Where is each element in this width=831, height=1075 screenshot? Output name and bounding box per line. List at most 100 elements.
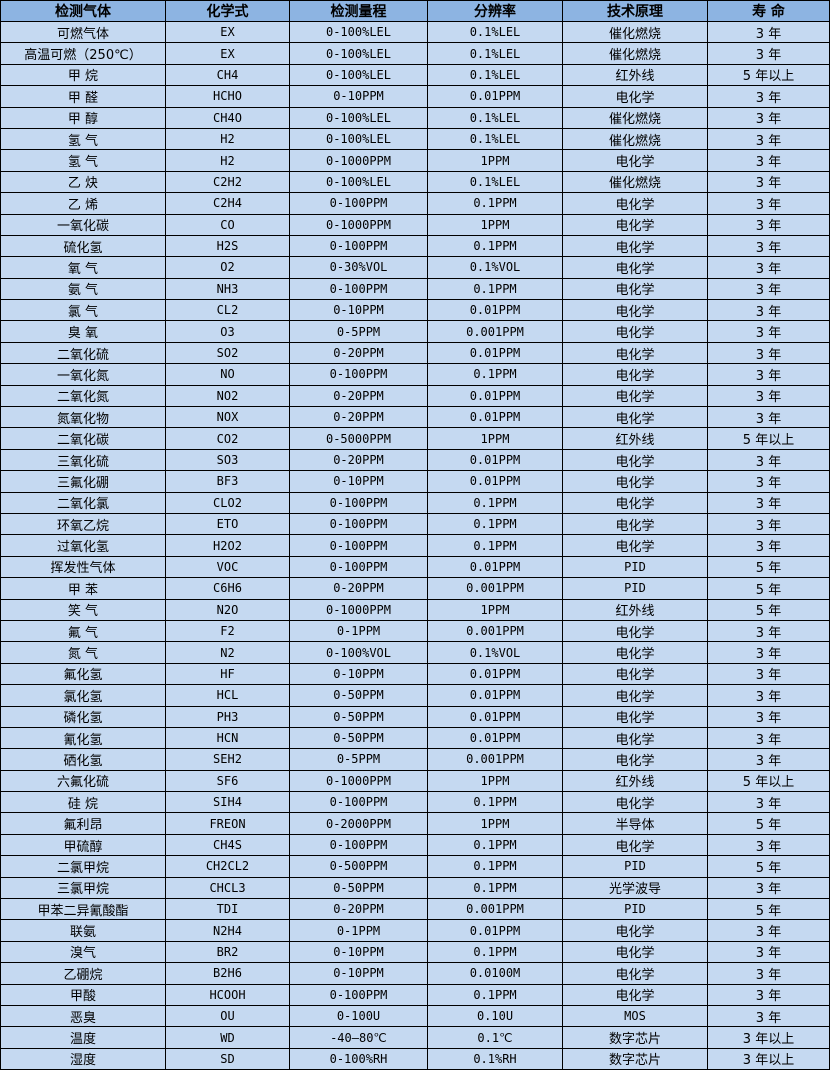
table-row: 氟 气 F2 0-1PPM 0.001PPM 电化学 3 年 bbox=[0, 619, 830, 643]
cell-formula: TDI bbox=[165, 898, 290, 921]
cell-formula: O3 bbox=[165, 320, 290, 343]
header-row: 检测气体 化学式 检测量程 分辨率 技术原理寿 命 bbox=[0, 0, 830, 22]
cell-resolution: 1PPM bbox=[427, 769, 563, 793]
cell-principle: 催化燃烧 bbox=[562, 42, 708, 65]
cell-principle: 电化学 bbox=[562, 256, 708, 279]
cell-lifetime: 5 年 bbox=[707, 598, 830, 621]
cell-lifetime: 5 年 bbox=[707, 812, 830, 835]
cell-principle: 电化学 bbox=[562, 833, 708, 857]
cell-formula: WD bbox=[165, 1026, 290, 1049]
cell-resolution: 0.1PPM bbox=[427, 491, 563, 514]
cell-formula: CHCL3 bbox=[165, 876, 290, 900]
cell-formula: VOC bbox=[165, 555, 290, 579]
cell-range: 0-50PPM bbox=[289, 876, 428, 900]
cell-formula: H2 bbox=[165, 149, 290, 172]
cell-resolution: 0.1PPM bbox=[427, 876, 563, 900]
cell-formula: N2H4 bbox=[165, 919, 290, 942]
cell-resolution: 0.01PPM bbox=[427, 705, 563, 728]
cell-lifetime: 3 年 bbox=[707, 962, 830, 985]
cell-formula: CH4O bbox=[165, 106, 290, 129]
cell-range: 0-50PPM bbox=[289, 726, 428, 750]
cell-principle: 电化学 bbox=[562, 149, 708, 172]
table-row: 乙硼烷 B2H6 0-10PPM 0.0100M 电化学 3 年 bbox=[0, 962, 830, 985]
cell-principle: 电化学 bbox=[562, 705, 708, 728]
cell-formula: C2H4 bbox=[165, 192, 290, 215]
cell-formula: H2 bbox=[165, 127, 290, 151]
cell-range: 0-10PPM bbox=[289, 962, 428, 985]
cell-resolution: 1PPM bbox=[427, 598, 563, 621]
cell-principle: 电化学 bbox=[562, 320, 708, 343]
cell-resolution: 0.01PPM bbox=[427, 555, 563, 579]
cell-principle: PID bbox=[562, 898, 708, 921]
cell-principle: 电化学 bbox=[562, 406, 708, 429]
cell-range: 0-20PPM bbox=[289, 448, 428, 472]
cell-formula: N2 bbox=[165, 641, 290, 664]
cell-principle: 红外线 bbox=[562, 427, 708, 450]
cell-lifetime: 5 年以上 bbox=[707, 63, 830, 87]
cell-range: 0-20PPM bbox=[289, 577, 428, 600]
table-row: 甲 醛 HCHO 0-10PPM 0.01PPM 电化学 3 年 bbox=[0, 85, 830, 108]
cell-resolution: 0.1PPM bbox=[427, 363, 563, 386]
header-gas-name: 检测气体 bbox=[0, 0, 166, 22]
cell-resolution: 0.1%LEL bbox=[427, 106, 563, 129]
cell-gas-name: 笑 气 bbox=[0, 598, 166, 621]
cell-range: 0-100PPM bbox=[289, 534, 428, 557]
cell-principle: 红外线 bbox=[562, 63, 708, 87]
cell-formula: B2H6 bbox=[165, 962, 290, 985]
cell-principle: 半导体 bbox=[562, 812, 708, 835]
table-row: 臭 氧 O3 0-5PPM 0.001PPM 电化学 3 年 bbox=[0, 320, 830, 343]
cell-formula: OU bbox=[165, 1004, 290, 1028]
cell-gas-name: 氯化氢 bbox=[0, 684, 166, 707]
cell-gas-name: 溴气 bbox=[0, 940, 166, 964]
cell-resolution: 0.01PPM bbox=[427, 726, 563, 750]
cell-lifetime: 3 年 bbox=[707, 299, 830, 322]
cell-principle: PID bbox=[562, 577, 708, 600]
table-row: 氨 气 NH3 0-100PPM 0.1PPM 电化学 3 年 bbox=[0, 277, 830, 301]
cell-lifetime: 3 年 bbox=[707, 341, 830, 365]
table-row: 甲硫醇 CH4S 0-100PPM 0.1PPM 电化学 3 年 bbox=[0, 833, 830, 857]
table-row: 六氟化硫 SF6 0-1000PPM 1PPM 红外线 5 年以上 bbox=[0, 769, 830, 793]
cell-resolution: 0.1PPM bbox=[427, 234, 563, 258]
table-row: 溴气 BR2 0-10PPM 0.1PPM 电化学 3 年 bbox=[0, 940, 830, 964]
cell-principle: 光学波导 bbox=[562, 876, 708, 900]
cell-range: 0-2000PPM bbox=[289, 812, 428, 835]
cell-gas-name: 环氧乙烷 bbox=[0, 512, 166, 536]
cell-gas-name: 乙硼烷 bbox=[0, 962, 166, 985]
cell-resolution: 0.1PPM bbox=[427, 983, 563, 1006]
cell-resolution: 0.001PPM bbox=[427, 320, 563, 343]
cell-range: 0-20PPM bbox=[289, 406, 428, 429]
cell-gas-name: 三氟化硼 bbox=[0, 470, 166, 493]
table-row: 挥发性气体 VOC 0-100PPM 0.01PPM PID 5 年 bbox=[0, 555, 830, 579]
cell-resolution: 0.1PPM bbox=[427, 855, 563, 878]
cell-formula: FREON bbox=[165, 812, 290, 835]
table-row: 氧 气 O2 0-30%VOL 0.1%VOL 电化学 3 年 bbox=[0, 256, 830, 279]
cell-principle: MOS bbox=[562, 1004, 708, 1028]
cell-lifetime: 3 年 bbox=[707, 726, 830, 750]
table-row: 甲 苯 C6H6 0-20PPM 0.001PPM PID 5 年 bbox=[0, 577, 830, 600]
cell-lifetime: 3 年 bbox=[707, 20, 830, 44]
cell-range: 0-10PPM bbox=[289, 662, 428, 686]
cell-lifetime: 5 年以上 bbox=[707, 427, 830, 450]
cell-lifetime: 3 年 bbox=[707, 662, 830, 686]
cell-formula: HCHO bbox=[165, 85, 290, 108]
table-row: 一氧化碳 CO 0-1000PPM 1PPM 电化学 3 年 bbox=[0, 213, 830, 236]
cell-formula: CL2 bbox=[165, 299, 290, 322]
table-row: 氮氧化物 NOX 0-20PPM 0.01PPM 电化学 3 年 bbox=[0, 406, 830, 429]
cell-resolution: 0.01PPM bbox=[427, 470, 563, 493]
cell-formula: EX bbox=[165, 42, 290, 65]
table-row: 甲酸 HCOOH 0-100PPM 0.1PPM 电化学 3 年 bbox=[0, 983, 830, 1006]
cell-range: 0-100PPM bbox=[289, 192, 428, 215]
cell-lifetime: 3 年 bbox=[707, 512, 830, 536]
cell-gas-name: 过氧化氢 bbox=[0, 534, 166, 557]
table-row: 氟利昂 FREON 0-2000PPM 1PPM 半导体 5 年 bbox=[0, 812, 830, 835]
cell-formula: F2 bbox=[165, 619, 290, 643]
cell-range: 0-100PPM bbox=[289, 791, 428, 814]
cell-lifetime: 5 年 bbox=[707, 855, 830, 878]
cell-range: 0-500PPM bbox=[289, 855, 428, 878]
cell-lifetime: 3 年 bbox=[707, 919, 830, 942]
cell-principle: 电化学 bbox=[562, 962, 708, 985]
cell-range: 0-1PPM bbox=[289, 619, 428, 643]
cell-principle: 电化学 bbox=[562, 85, 708, 108]
cell-principle: 电化学 bbox=[562, 341, 708, 365]
